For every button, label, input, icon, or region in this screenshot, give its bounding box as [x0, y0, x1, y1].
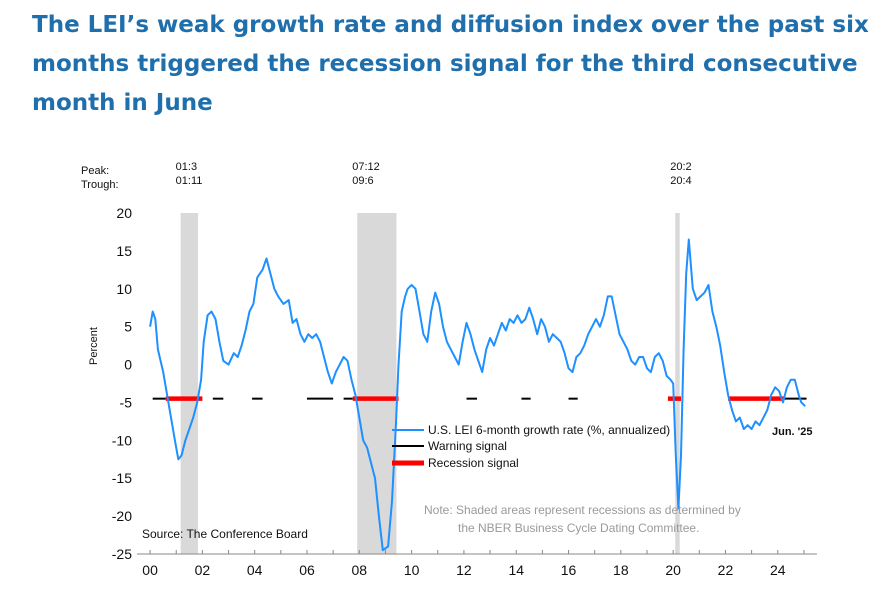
annotation-layer: 01:3 01:11 07:12 09:6 20:2 20:4 — [176, 161, 692, 187]
y-tick-label-3: 5 — [124, 319, 132, 335]
peak-label: Peak: — [81, 165, 109, 177]
end-date-label: Jun. '25 — [772, 426, 813, 438]
recession-trough-1: 09:6 — [352, 175, 373, 187]
y-tick-label-4: 0 — [124, 357, 132, 373]
x-tick-label-1: 02 — [195, 562, 211, 578]
x-tick-label-9: 18 — [613, 562, 629, 578]
x-tick-label-0: 00 — [142, 562, 158, 578]
x-tick-label-8: 16 — [561, 562, 577, 578]
recession-peak-1: 07:12 — [352, 161, 380, 173]
y-axis-label: Percent — [88, 327, 100, 365]
y-tick-label-2: 10 — [116, 281, 132, 297]
recession-peak-2: 20:2 — [670, 161, 691, 173]
x-tick-label-3: 06 — [299, 562, 315, 578]
x-tick-label-12: 24 — [770, 562, 786, 578]
note-line-1: Note: Shaded areas represent recessions … — [424, 503, 741, 517]
recession-peak-0: 01:3 — [176, 161, 197, 173]
y-tick-label-7: -15 — [112, 470, 132, 486]
recession-band-2 — [675, 213, 680, 554]
recession-trough-2: 20:4 — [670, 175, 691, 187]
legend: U.S. LEI 6-month growth rate (%, annuali… — [392, 423, 670, 470]
recession-band-0 — [180, 213, 198, 554]
y-tick-label-5: -5 — [120, 394, 133, 410]
lei-chart: 20 15 10 5 0 -5 -10 -15 -20 -25 00 02 04 06 08 10 12 14 16… — [81, 161, 817, 578]
y-tick-label-0: 20 — [116, 205, 132, 221]
page-title: The LEI’s weak growth rate and diffusion… — [32, 12, 869, 116]
x-tick-label-6: 12 — [456, 562, 472, 578]
lei-growth-line — [149, 238, 806, 552]
x-tick-label-5: 10 — [404, 562, 420, 578]
axis-layer: 20 15 10 5 0 -5 -10 -15 -20 -25 00 02 04 06 08 10 12 14 16… — [112, 205, 817, 578]
x-tick-label-11: 22 — [718, 562, 734, 578]
recession-shading-layer — [180, 213, 680, 554]
legend-recession-label: Recession signal — [428, 456, 519, 470]
x-tick-label-4: 08 — [352, 562, 368, 578]
legend-warning-label: Warning signal — [428, 439, 507, 453]
trough-label: Trough: — [81, 179, 119, 191]
x-tick-label-7: 14 — [508, 562, 524, 578]
x-tick-label-2: 04 — [247, 562, 263, 578]
recession-trough-0: 01:11 — [176, 175, 203, 187]
note-line-2: the NBER Business Cycle Dating Committee… — [458, 521, 699, 535]
chart-card: 20 15 10 5 0 -5 -10 -15 -20 -25 00 02 04 06 08 10 12 14 16… — [32, 124, 877, 604]
y-tick-label-1: 15 — [116, 243, 132, 259]
legend-lei-label: U.S. LEI 6-month growth rate (%, annuali… — [428, 423, 670, 437]
y-tick-label-6: -10 — [112, 432, 132, 448]
y-tick-label-8: -20 — [112, 508, 132, 524]
source-text: Source: The Conference Board — [142, 527, 308, 541]
x-tick-label-10: 20 — [665, 562, 681, 578]
y-tick-label-9: -25 — [112, 546, 132, 562]
